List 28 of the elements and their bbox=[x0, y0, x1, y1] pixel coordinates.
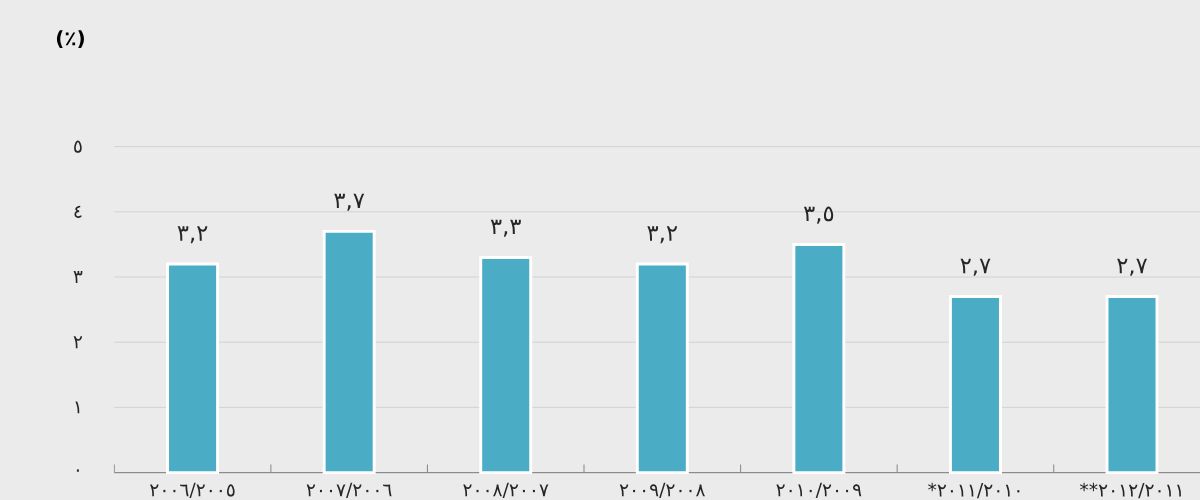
y-tick-label: ٣ bbox=[73, 271, 83, 283]
data-label: ٢,٧ bbox=[1117, 258, 1148, 276]
data-label: ٢,٧ bbox=[960, 258, 991, 276]
data-label: ٣,٢ bbox=[177, 226, 208, 244]
bar bbox=[635, 262, 689, 475]
data-label: ٣,٥ bbox=[803, 206, 834, 224]
x-tick-label: ٢٠١٠/٢٠٠٩ bbox=[776, 482, 862, 498]
x-tick-label: ٢٠٠٦/٢٠٠٥ bbox=[150, 482, 235, 498]
x-tick-label: ٢٠٠٨/٢٠٠٧ bbox=[463, 482, 549, 498]
bar bbox=[166, 262, 220, 475]
data-label: ٣,٢ bbox=[647, 226, 678, 244]
bar bbox=[1105, 295, 1159, 475]
bar bbox=[322, 229, 376, 475]
bar bbox=[792, 242, 846, 475]
x-tick-label: ٢٠٠٧/٢٠٠٦ bbox=[306, 482, 392, 498]
x-tick-label: *٢٠١١/٢٠١٠ bbox=[928, 482, 1020, 499]
y-axis-title: (٪) bbox=[56, 30, 84, 48]
bar bbox=[948, 295, 1002, 475]
y-tick-label: ٥ bbox=[74, 140, 82, 153]
bar bbox=[479, 255, 533, 475]
x-tick-label: ٢٠٠٩/٢٠٠٨ bbox=[619, 482, 705, 498]
y-tick-label: ١ bbox=[75, 401, 80, 414]
y-tick-label: ٢ bbox=[73, 336, 83, 349]
y-tick-label: ٤ bbox=[74, 205, 82, 218]
data-label: ٣,٣ bbox=[490, 219, 521, 237]
data-label: ٣,٧ bbox=[334, 193, 365, 211]
y-tick-label: ٠ bbox=[76, 469, 79, 472]
x-tick-label: **٢٠١٢/٢٠١١ bbox=[1079, 482, 1181, 499]
